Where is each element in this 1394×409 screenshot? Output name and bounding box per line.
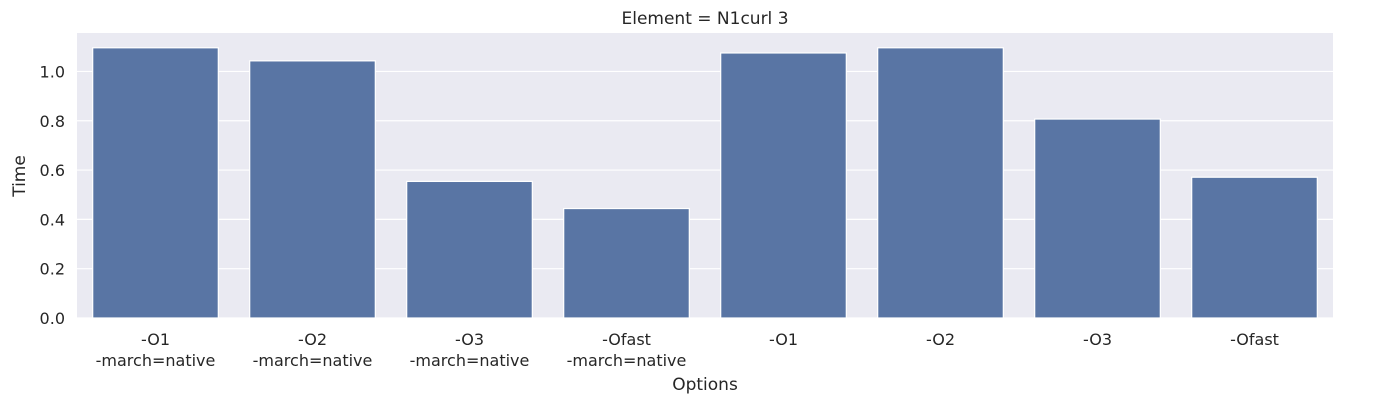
- x-tick-label: -O1: [769, 330, 798, 349]
- chart-title: Element = N1curl 3: [621, 9, 788, 29]
- y-tick-label: 0.4: [40, 210, 65, 229]
- bar: [720, 52, 847, 319]
- y-axis-label: Time: [10, 155, 30, 198]
- y-tick-label: 0.0: [40, 309, 65, 328]
- bar: [92, 47, 219, 319]
- x-tick-label: -O3: [455, 330, 484, 349]
- x-tick-label: -Ofast: [602, 330, 651, 349]
- x-tick-label: -march=native: [96, 351, 216, 370]
- bar: [406, 180, 533, 319]
- x-tick-label: -O2: [926, 330, 955, 349]
- y-tick-label: 1.0: [40, 62, 65, 81]
- x-tick-label: -march=native: [567, 351, 687, 370]
- x-tick-label: -march=native: [253, 351, 373, 370]
- bar: [1034, 118, 1161, 319]
- bars: [92, 47, 1318, 319]
- y-tick-label: 0.2: [40, 260, 65, 279]
- x-tick-label: -O3: [1083, 330, 1112, 349]
- x-axis-label: Options: [672, 375, 738, 395]
- y-tick-labels: 0.0 0.2 0.4 0.6 0.8 1.0: [40, 62, 65, 328]
- y-tick-label: 0.6: [40, 161, 65, 180]
- x-tick-label: -O1: [141, 330, 170, 349]
- x-tick-labels: -O1 -march=native -O2 -march=native -O3 -marc…: [96, 330, 1279, 370]
- bar: [877, 47, 1004, 319]
- bar: [1191, 176, 1318, 319]
- x-tick-label: -O2: [298, 330, 327, 349]
- y-tick-label: 0.8: [40, 112, 65, 131]
- x-tick-label: -march=native: [410, 351, 530, 370]
- bar: [249, 60, 376, 319]
- bar: [563, 207, 690, 319]
- x-tick-label: -Ofast: [1230, 330, 1279, 349]
